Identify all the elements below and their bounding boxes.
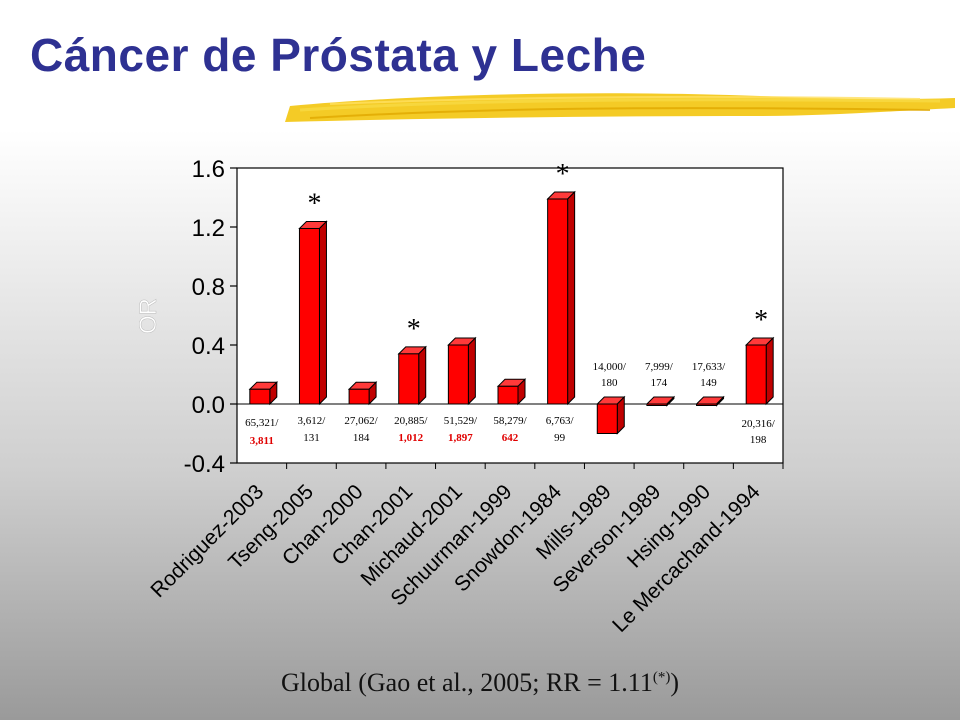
sample-size-top: 65,321/	[245, 417, 279, 429]
sample-size-top: 3,612/	[298, 415, 327, 427]
bar	[547, 198, 569, 405]
sample-size-top: 14,000/	[593, 361, 627, 373]
y-tick-label: 0.0	[192, 392, 225, 419]
sample-size-bottom: 180	[601, 377, 618, 389]
sample-size-top: 7,999/	[645, 361, 674, 373]
sample-size-top: 58,279/	[493, 415, 527, 427]
bar	[249, 388, 271, 405]
sample-size-bottom: 99	[554, 432, 566, 444]
y-tick-label: 1.2	[192, 215, 225, 242]
bar	[646, 403, 668, 406]
sample-size-bottom: 642	[502, 432, 519, 444]
y-tick-label: 1.6	[192, 156, 225, 183]
bar	[696, 403, 718, 406]
plot-area	[236, 167, 784, 464]
sample-size-bottom: 3,811	[250, 435, 274, 447]
sample-size-top: 6,763/	[546, 415, 575, 427]
bar	[398, 353, 420, 405]
bar-side	[567, 190, 576, 406]
bar-side	[418, 345, 427, 406]
bar	[348, 388, 370, 405]
bar-side	[318, 220, 327, 406]
bar	[596, 403, 618, 434]
title-underline-brush	[285, 93, 955, 122]
sample-size-bottom: 184	[353, 432, 370, 444]
bar	[447, 344, 469, 405]
bar	[298, 227, 320, 405]
bar	[745, 344, 767, 405]
sample-size-bottom: 131	[303, 432, 320, 444]
footer-note: Global (Gao et al., 2005; RR = 1.11(*))	[0, 668, 960, 698]
slide-title: Cáncer de Próstata y Leche	[30, 29, 647, 81]
sample-size-bottom: 1,897	[448, 432, 473, 444]
y-tick-label: 0.8	[192, 274, 225, 301]
sample-size-bottom: 149	[700, 377, 717, 389]
significance-star: *	[407, 314, 421, 345]
bar	[497, 385, 519, 405]
sample-size-top: 27,062/	[344, 415, 378, 427]
y-axis-label: OR	[135, 298, 162, 334]
sample-size-bottom: 174	[651, 377, 668, 389]
sample-size-top: 51,529/	[444, 415, 478, 427]
y-tick-label: 0.4	[192, 333, 225, 360]
sample-size-top: 20,316/	[742, 418, 776, 430]
sample-size-bottom: 198	[750, 434, 767, 446]
bar-side	[765, 336, 774, 406]
bar-side	[467, 336, 476, 406]
bar-chart: 1.61.20.80.40.0-0.4OR65,321/3,811Rodrigu…	[135, 156, 784, 637]
y-tick-label: -0.4	[184, 451, 225, 478]
footer-main-text: Global (Gao et al., 2005; RR = 1.11	[280, 668, 653, 697]
sample-size-bottom: 1,012	[398, 432, 423, 444]
bar-side	[616, 395, 625, 435]
sample-size-top: 20,885/	[394, 415, 428, 427]
sample-size-top: 17,633/	[692, 361, 726, 373]
footer-close-paren: )	[670, 668, 680, 697]
significance-star: *	[556, 159, 570, 190]
significance-star: *	[307, 188, 321, 219]
footer-superscript: (*)	[652, 669, 671, 686]
significance-star: *	[754, 305, 768, 336]
